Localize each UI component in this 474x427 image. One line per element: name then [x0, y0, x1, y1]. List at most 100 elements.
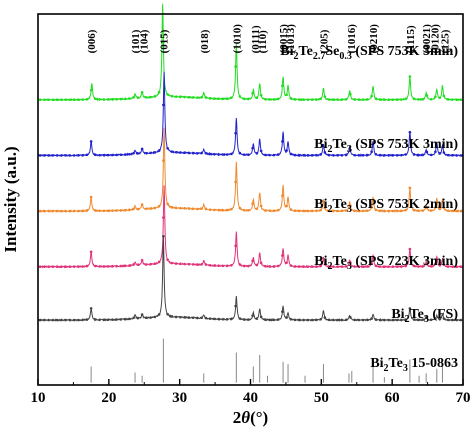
series-marker: [340, 318, 344, 322]
series-marker: [94, 318, 97, 321]
series-marker: [417, 318, 420, 322]
series-marker: [247, 208, 250, 212]
series-marker: [191, 151, 195, 155]
series-marker: [315, 98, 318, 101]
series-marker: [43, 265, 46, 269]
series-marker: [425, 94, 429, 97]
series-marker: [353, 265, 356, 268]
series-marker: [183, 207, 186, 210]
series-marker: [395, 318, 399, 322]
series-marker: [251, 146, 254, 150]
series-marker: [106, 265, 110, 268]
series-marker: [247, 153, 250, 156]
series-marker: [298, 318, 301, 322]
series-marker: [106, 153, 110, 157]
series-marker: [47, 209, 50, 213]
series-marker: [434, 150, 437, 154]
series-marker: [128, 317, 131, 321]
series-marker: [332, 154, 335, 157]
series-marker: [272, 153, 276, 157]
series-marker: [68, 98, 72, 102]
series-marker: [225, 318, 229, 321]
series-marker: [293, 153, 297, 157]
series-marker: [259, 261, 263, 265]
series-marker: [221, 153, 225, 156]
series-marker: [89, 140, 93, 143]
series-marker: [128, 152, 131, 156]
series-marker: [85, 209, 89, 212]
series-marker: [187, 262, 191, 266]
series-marker: [370, 206, 373, 209]
series-marker: [285, 204, 288, 208]
series-marker: [85, 153, 89, 157]
series-marker: [442, 317, 446, 320]
series-marker: [98, 209, 101, 213]
series-marker: [106, 318, 110, 322]
series-marker: [391, 209, 395, 213]
series-marker: [366, 153, 369, 157]
series-marker: [68, 265, 72, 269]
series-marker: [357, 153, 361, 157]
series-marker: [187, 316, 191, 319]
series-label: Bi2Te3 (FS): [391, 307, 458, 325]
series-marker: [98, 153, 101, 157]
series-marker: [344, 265, 348, 268]
series-marker: [425, 262, 429, 266]
series-marker: [170, 206, 174, 209]
series-marker: [94, 97, 97, 101]
series-marker: [387, 318, 390, 322]
series-marker: [268, 209, 271, 213]
series-marker: [391, 98, 395, 101]
series-marker: [429, 265, 433, 268]
series-marker: [391, 318, 395, 322]
series-marker: [204, 151, 208, 155]
series-marker: [425, 316, 429, 320]
peak-index-label: (1013): [285, 24, 297, 54]
series-marker: [225, 97, 229, 101]
series-marker: [247, 318, 250, 321]
series-marker: [302, 98, 305, 101]
series-marker: [446, 153, 450, 157]
series-marker: [400, 209, 403, 213]
series-marker: [323, 206, 327, 210]
series-marker: [400, 153, 403, 157]
series-marker: [400, 98, 403, 101]
series-marker: [451, 154, 454, 157]
series-marker: [310, 98, 314, 101]
series-marker: [81, 98, 84, 101]
series-marker: [361, 98, 365, 101]
series-marker: [302, 318, 305, 322]
series-marker: [225, 264, 229, 268]
peak-index-label: (0111): [250, 25, 262, 53]
series-label: Bi2Te3 (SPS 723K 3min): [314, 254, 458, 272]
series-marker: [136, 207, 140, 211]
series-marker: [234, 304, 237, 308]
series-marker: [434, 206, 437, 209]
series-marker: [357, 318, 361, 322]
series-marker: [332, 265, 335, 268]
series-marker: [174, 315, 178, 319]
series-marker: [289, 208, 293, 211]
series-marker: [136, 316, 140, 320]
x-axis-title-unit: (°): [250, 408, 268, 427]
series-marker: [285, 261, 288, 264]
series-marker: [60, 98, 63, 102]
series-marker: [136, 263, 140, 267]
series-marker: [310, 209, 314, 213]
series-marker: [293, 209, 297, 213]
series-marker: [429, 318, 433, 322]
series-marker: [289, 152, 293, 156]
series-marker: [208, 152, 212, 156]
series-marker: [60, 265, 63, 269]
series-marker: [459, 209, 463, 213]
series-marker: [162, 103, 165, 107]
series-marker: [179, 262, 182, 266]
series-marker: [208, 208, 212, 211]
series-marker: [404, 153, 407, 156]
series-marker: [89, 195, 93, 199]
series-marker: [51, 318, 55, 322]
series-marker: [434, 317, 437, 321]
series-marker: [234, 65, 237, 68]
series-marker: [132, 95, 135, 99]
series-marker: [200, 262, 203, 266]
